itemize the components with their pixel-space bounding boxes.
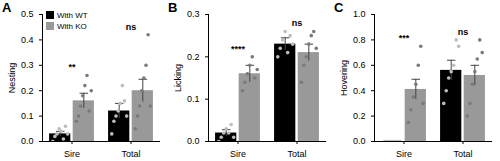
svg-text:Sire: Sire [396, 149, 412, 159]
svg-text:ns: ns [292, 18, 303, 28]
svg-text:Total: Total [287, 149, 306, 159]
svg-text:Total: Total [121, 149, 140, 159]
svg-text:**: ** [68, 62, 76, 72]
html-text:C: C [334, 0, 344, 15]
svg-text:0.0: 0.0 [353, 136, 366, 146]
svg-text:0.4: 0.4 [353, 86, 366, 96]
svg-text:0.1: 0.1 [187, 94, 200, 104]
svg-text:0.3: 0.3 [21, 60, 34, 70]
svg-text:****: **** [231, 44, 246, 54]
svg-text:Sire: Sire [230, 149, 246, 159]
svg-text:0.1: 0.1 [21, 111, 34, 121]
svg-text:0.0: 0.0 [21, 136, 34, 146]
svg-text:0.2: 0.2 [187, 52, 200, 62]
svg-text:Total: Total [453, 149, 472, 159]
svg-text:ns: ns [126, 22, 137, 32]
html-text:With WT: With WT [57, 11, 88, 20]
svg-text:Licking: Licking [173, 64, 183, 92]
html-text:With KO: With KO [57, 22, 87, 31]
svg-text:Nesting: Nesting [7, 63, 17, 94]
svg-text:0.8: 0.8 [353, 35, 366, 45]
svg-text:Sire: Sire [64, 149, 80, 159]
svg-text:0.5: 0.5 [21, 9, 34, 19]
html-text:A: A [2, 0, 12, 15]
svg-text:ns: ns [458, 27, 469, 37]
svg-text:Hovering: Hovering [339, 60, 349, 96]
svg-text:0.3: 0.3 [187, 9, 200, 19]
svg-text:0.2: 0.2 [21, 86, 34, 96]
svg-text:1.0: 1.0 [353, 9, 366, 19]
svg-text:***: *** [399, 33, 410, 43]
html-text:B: B [168, 0, 178, 15]
svg-text:0.0: 0.0 [187, 136, 200, 146]
svg-text:0.4: 0.4 [21, 35, 34, 45]
svg-text:0.2: 0.2 [353, 111, 366, 121]
svg-text:0.6: 0.6 [353, 60, 366, 70]
